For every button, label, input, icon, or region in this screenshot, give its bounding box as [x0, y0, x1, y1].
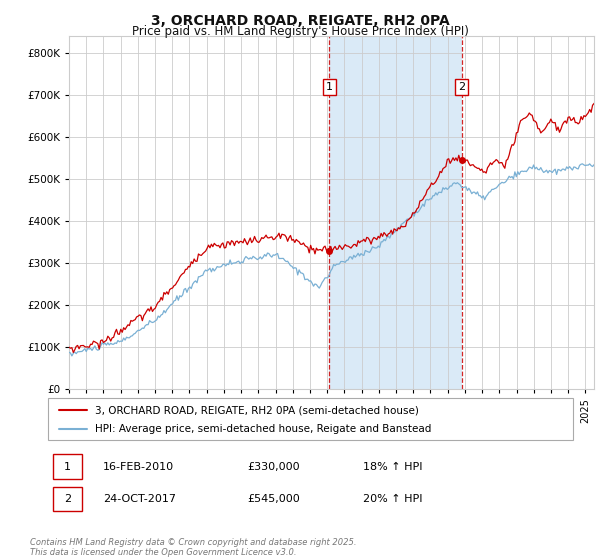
- Text: 18% ↑ HPI: 18% ↑ HPI: [363, 461, 422, 472]
- Text: 3, ORCHARD ROAD, REIGATE, RH2 0PA: 3, ORCHARD ROAD, REIGATE, RH2 0PA: [151, 14, 449, 28]
- Text: 3, ORCHARD ROAD, REIGATE, RH2 0PA (semi-detached house): 3, ORCHARD ROAD, REIGATE, RH2 0PA (semi-…: [95, 405, 419, 415]
- Text: 20% ↑ HPI: 20% ↑ HPI: [363, 494, 422, 504]
- Text: 1: 1: [326, 82, 333, 92]
- Text: £545,000: £545,000: [248, 494, 300, 504]
- Text: 24-OCT-2017: 24-OCT-2017: [103, 494, 176, 504]
- FancyBboxPatch shape: [53, 454, 82, 479]
- Text: 16-FEB-2010: 16-FEB-2010: [103, 461, 174, 472]
- Text: Contains HM Land Registry data © Crown copyright and database right 2025.
This d: Contains HM Land Registry data © Crown c…: [30, 538, 356, 557]
- Text: Price paid vs. HM Land Registry's House Price Index (HPI): Price paid vs. HM Land Registry's House …: [131, 25, 469, 38]
- Text: HPI: Average price, semi-detached house, Reigate and Banstead: HPI: Average price, semi-detached house,…: [95, 424, 431, 434]
- Text: 2: 2: [458, 82, 466, 92]
- Text: £330,000: £330,000: [248, 461, 300, 472]
- Text: 2: 2: [64, 494, 71, 504]
- Text: 1: 1: [64, 461, 71, 472]
- Bar: [329, 36, 462, 389]
- FancyBboxPatch shape: [53, 487, 82, 511]
